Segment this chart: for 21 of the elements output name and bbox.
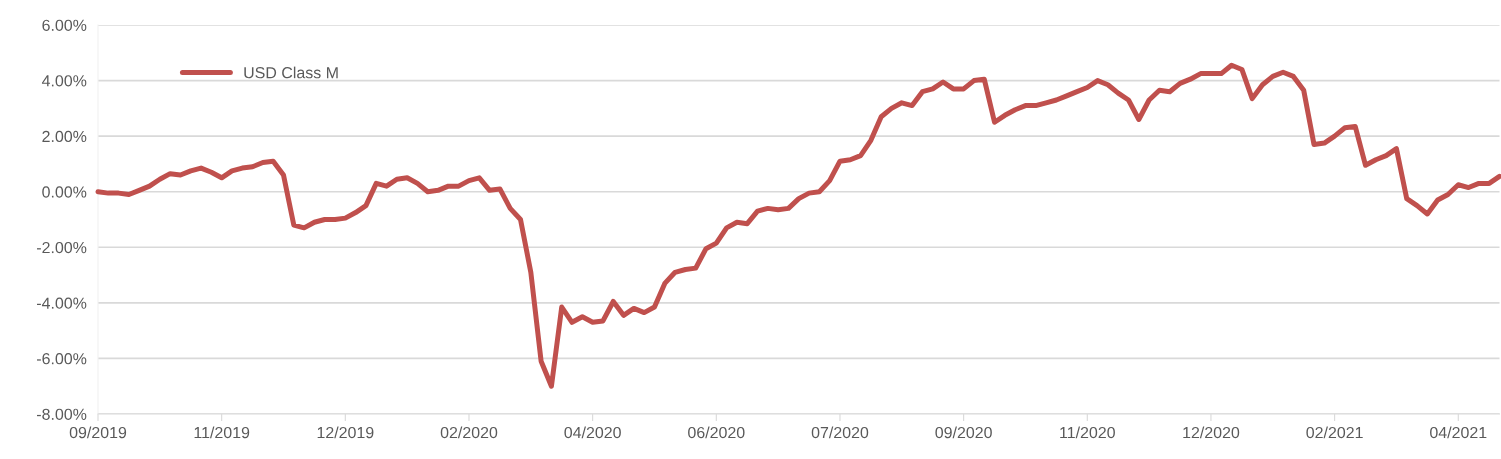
y-tick-label: 0.00%: [42, 186, 87, 198]
x-tick-label: 06/2020: [688, 426, 745, 439]
x-tick-label: 12/2020: [1183, 426, 1240, 439]
x-tick-label: 07/2020: [811, 426, 869, 439]
x-tick-label: 11/2019: [194, 426, 250, 439]
y-tick-label: 4.00%: [41, 75, 87, 87]
x-tick-label: 11/2020: [1060, 426, 1115, 439]
x-tick-label: 12/2019: [317, 426, 374, 439]
x-tick-label: 09/2020: [935, 426, 992, 439]
y-tick-label: 2.00%: [42, 130, 87, 143]
x-tick-label: 09/2019: [69, 426, 127, 439]
x-tick-label: 04/2021: [1430, 426, 1487, 439]
y-tick-label: -2.00%: [36, 241, 87, 254]
y-tick-label: -6.00%: [36, 353, 87, 365]
x-tick-label: 02/2021: [1306, 426, 1363, 439]
x-tick-label: 02/2020: [440, 426, 498, 439]
x-tick-label: 04/2020: [564, 426, 621, 439]
y-tick-label: -4.00%: [36, 297, 87, 309]
legend-label: USD Class M: [244, 66, 338, 79]
y-tick-label: -8.00%: [36, 408, 87, 420]
y-tick-label: 6.00%: [42, 19, 87, 31]
